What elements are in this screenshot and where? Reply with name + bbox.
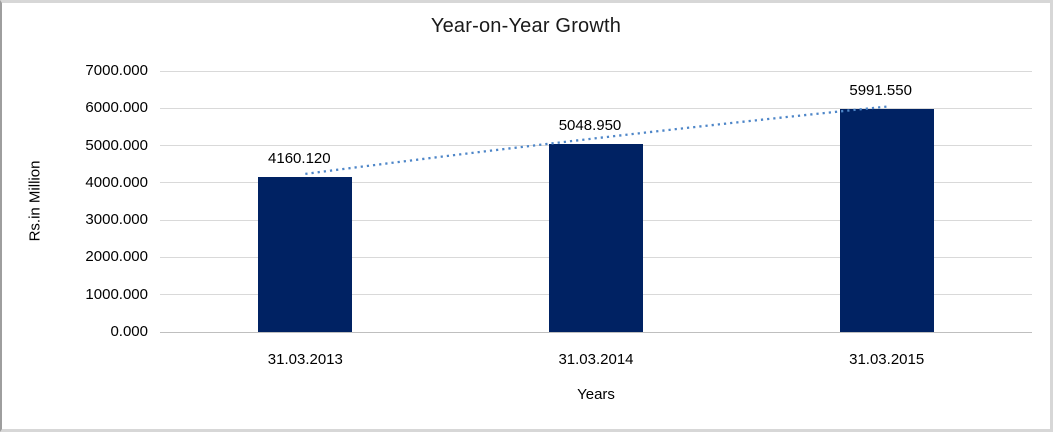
x-tick-label: 31.03.2013 [267,351,343,368]
y-tick-label: 6000.000 [85,99,148,117]
y-tick-label: 2000.000 [85,248,148,266]
y-tick-label: 5000.000 [85,136,148,154]
bar-31.03.2015 [839,108,934,332]
chart-title: Year-on-Year Growth [430,15,622,37]
trendline [305,105,887,176]
x-axis-title: Years [577,386,615,403]
gridline [160,70,1032,72]
x-axis-line [160,331,1032,333]
bar-31.03.2014 [549,143,643,332]
x-tick-label: 31.03.2015 [849,351,925,368]
bar-value-label: 5048.950 [558,116,622,134]
bar-value-label: 5991.550 [849,81,912,99]
bar-value-label: 4160.120 [268,149,331,167]
gridline [160,107,1032,109]
plot-area [160,70,1032,333]
y-tick-label: 1000.000 [85,285,148,303]
y-axis-title: Rs.in Million [26,160,44,242]
y-tick-label: 0.000 [110,323,148,340]
x-tick-label: 31.03.2014 [558,351,634,368]
y-tick-label: 3000.000 [85,211,148,229]
y-tick-label: 7000.000 [85,62,148,79]
y-tick-label: 4000.000 [85,173,148,191]
bar-31.03.2013 [258,176,353,332]
